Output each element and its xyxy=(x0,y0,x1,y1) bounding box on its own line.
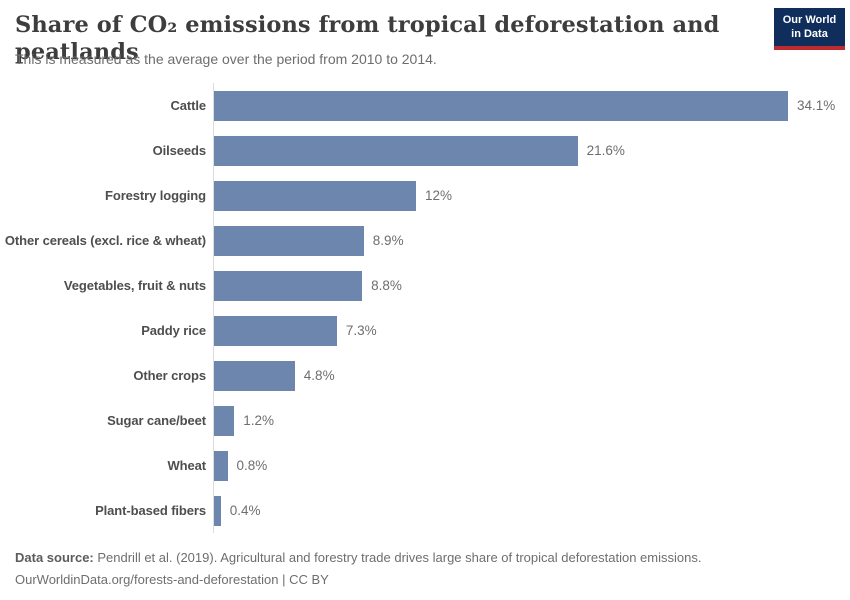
value-label: 34.1% xyxy=(797,98,836,113)
bar-area: 8.8% xyxy=(213,263,850,308)
bar-row: Vegetables, fruit & nuts 8.8% xyxy=(0,263,850,308)
data-source-label: Data source: xyxy=(15,550,94,565)
bar-area: 12% xyxy=(213,173,850,218)
bar-row: Forestry logging 12% xyxy=(0,173,850,218)
category-label: Other crops xyxy=(133,368,206,383)
bar-area: 1.2% xyxy=(213,398,850,443)
bar[interactable] xyxy=(214,270,363,301)
category-label: Oilseeds xyxy=(152,143,207,158)
value-label: 21.6% xyxy=(586,143,625,158)
value-label: 0.8% xyxy=(236,458,268,473)
bar-row: Paddy rice 7.3% xyxy=(0,308,850,353)
attribution-line: OurWorldinData.org/forests-and-deforesta… xyxy=(15,572,329,587)
bar-area: 0.8% xyxy=(213,443,850,488)
value-label: 4.8% xyxy=(303,368,335,383)
bar[interactable] xyxy=(214,495,221,526)
bar-row: Other cereals (excl. rice & wheat) 8.9% xyxy=(0,218,850,263)
bar[interactable] xyxy=(214,405,235,436)
category-label: Sugar cane/beet xyxy=(107,413,206,428)
bar-area: 7.3% xyxy=(213,308,850,353)
bar-row: Oilseeds 21.6% xyxy=(0,128,850,173)
bar-area: 34.1% xyxy=(213,83,850,128)
bar[interactable] xyxy=(214,90,788,121)
category-label: Plant-based fibers xyxy=(95,503,206,518)
bar-row: Cattle 34.1% xyxy=(0,83,850,128)
category-label: Wheat xyxy=(167,458,206,473)
bar[interactable] xyxy=(214,315,337,346)
category-label: Paddy rice xyxy=(141,323,206,338)
owid-logo-line2: in Data xyxy=(791,28,828,41)
value-label: 8.9% xyxy=(372,233,404,248)
bar-row: Other crops 4.8% xyxy=(0,353,850,398)
value-label: 8.8% xyxy=(371,278,402,293)
data-source-text: Pendrill et al. (2019). Agricultural and… xyxy=(93,550,702,565)
value-label: 1.2% xyxy=(243,413,274,428)
category-label: Forestry logging xyxy=(105,188,206,203)
value-label: 7.3% xyxy=(345,323,377,338)
bar-area: 0.4% xyxy=(213,488,850,533)
chart-subtitle: This is measured as the average over the… xyxy=(15,51,437,67)
category-label: Vegetables, fruit & nuts xyxy=(63,278,206,293)
category-label: Cattle xyxy=(170,98,206,113)
value-label: 0.4% xyxy=(229,503,261,518)
bar[interactable] xyxy=(214,180,416,211)
bar-area: 21.6% xyxy=(213,128,850,173)
category-label: Other cereals (excl. rice & wheat) xyxy=(4,233,206,248)
chart-footer: Data source: Pendrill et al. (2019). Agr… xyxy=(15,547,835,591)
bar[interactable] xyxy=(214,450,228,481)
bar-chart: Cattle 34.1% Oilseeds 21.6% Forestry logging… xyxy=(0,83,850,533)
data-source-line: Data source: Pendrill et al. (2019). Agr… xyxy=(15,547,835,569)
owid-logo-line1: Our World xyxy=(782,14,837,26)
bar[interactable] xyxy=(214,225,364,256)
bar-row: Plant-based fibers 0.4% xyxy=(0,488,850,533)
bar-area: 4.8% xyxy=(213,353,850,398)
bar[interactable] xyxy=(214,135,578,166)
chart-title: Share of CO₂ emissions from tropical def… xyxy=(15,12,720,65)
bar[interactable] xyxy=(214,360,295,391)
owid-logo[interactable]: Our World in Data xyxy=(774,8,845,50)
bar-area: 8.9% xyxy=(213,218,850,263)
bar-row: Sugar cane/beet 1.2% xyxy=(0,398,850,443)
value-label: 12% xyxy=(425,188,453,203)
bar-row: Wheat 0.8% xyxy=(0,443,850,488)
